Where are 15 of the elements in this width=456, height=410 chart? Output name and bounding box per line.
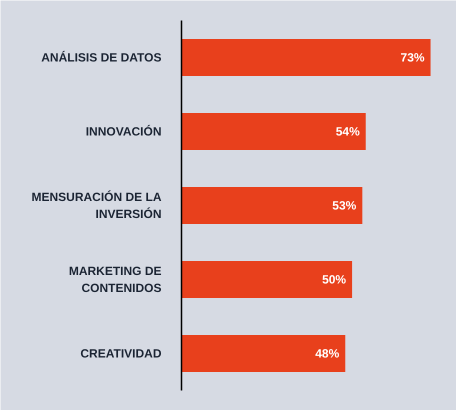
data-label: 54% (336, 124, 360, 138)
y-tick-label: ANÁLISIS DE DATOS (41, 50, 162, 64)
y-tick-label: INNOVACIÓN (86, 124, 162, 138)
bar (182, 335, 346, 372)
y-tick-label: CREATIVIDAD (80, 346, 162, 360)
bar (182, 261, 352, 298)
data-label: 53% (332, 198, 357, 212)
data-label: 73% (400, 50, 425, 64)
bar (182, 113, 366, 150)
data-label: 50% (322, 272, 346, 286)
bar (182, 39, 431, 76)
y-tick-label: MENSURACIÓN DE LA INVERSIÓN (32, 190, 162, 221)
data-label: 48% (315, 346, 340, 360)
y-tick-label: MARKETING DE CONTENIDOS (68, 264, 162, 295)
bar (182, 187, 362, 224)
